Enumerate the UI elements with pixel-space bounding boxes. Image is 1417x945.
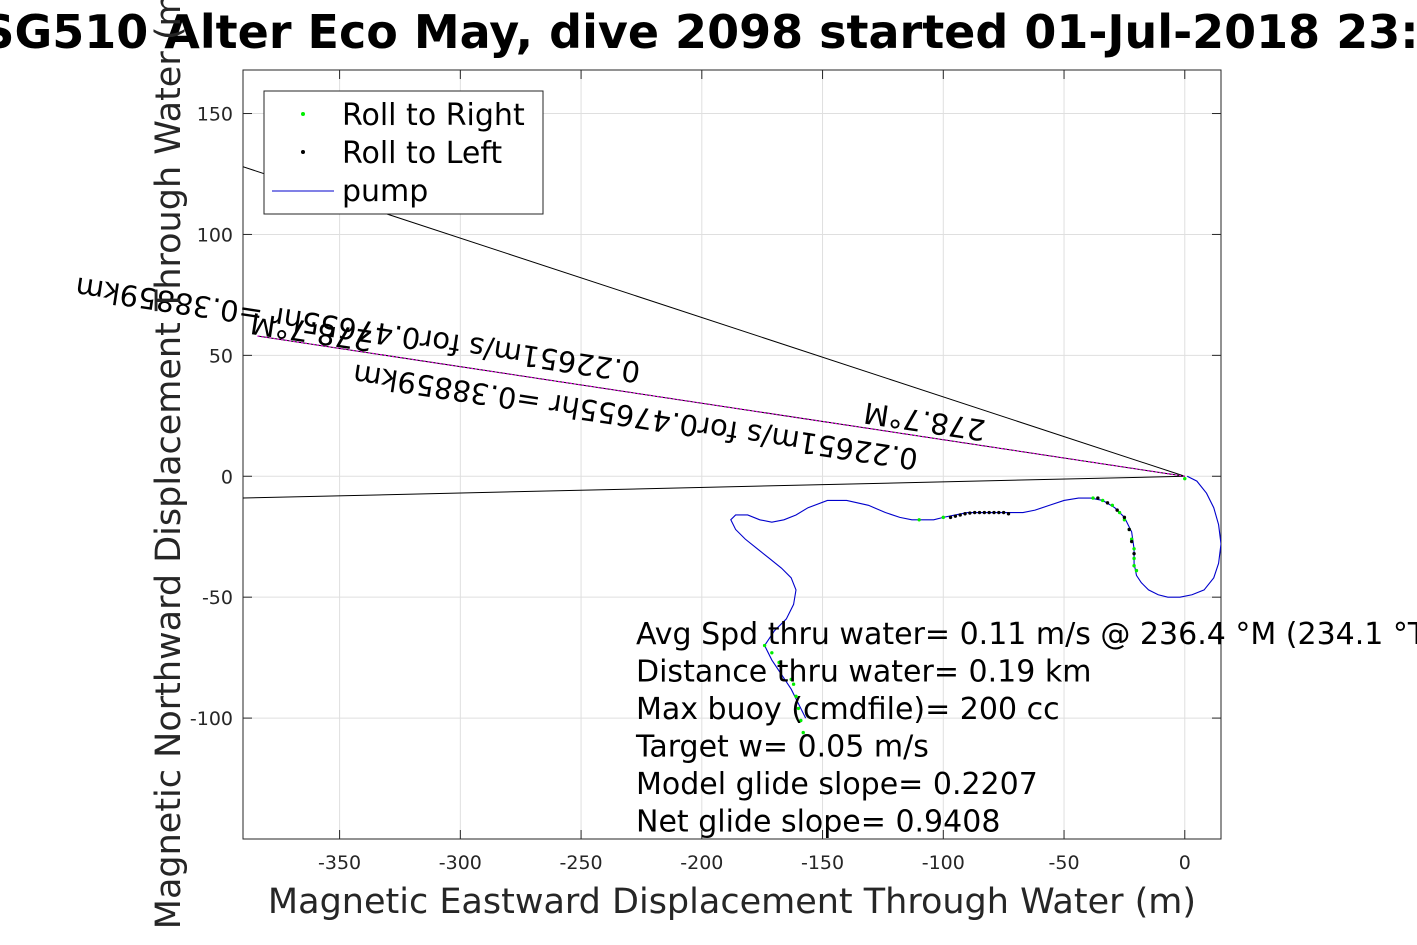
point-roll-to-right bbox=[801, 730, 805, 735]
x-tick-label: -150 bbox=[801, 852, 844, 874]
y-tick-label: 0 bbox=[221, 466, 233, 488]
x-tick-label: -50 bbox=[1049, 852, 1080, 874]
point-roll-to-left bbox=[1122, 515, 1127, 520]
axis-ticks: -350 -300 -250 -200 -150 -100 -50 0 -100 -50 0 50 10… bbox=[190, 70, 1221, 874]
point-roll-to-left bbox=[1105, 501, 1110, 505]
point-roll-to-right bbox=[1132, 564, 1136, 568]
x-tick-label: -200 bbox=[680, 852, 723, 874]
point-roll-to-left bbox=[1096, 496, 1100, 500]
point-roll-to-right bbox=[796, 706, 801, 711]
legend-marker-roll-left bbox=[301, 150, 305, 154]
legend-label-roll-right: Roll to Right bbox=[342, 98, 525, 133]
annotation-line: Distance thru water= 0.19 km bbox=[636, 655, 1091, 690]
annotation-line: Net glide slope= 0.9408 bbox=[636, 805, 1000, 840]
grid bbox=[243, 70, 1221, 839]
point-roll-to-left bbox=[958, 513, 962, 517]
annotation-line: Avg Spd thru water= 0.11 m/s @ 236.4 °M … bbox=[636, 617, 1417, 652]
y-tick-label: 100 bbox=[197, 224, 233, 246]
point-roll-to-right bbox=[770, 651, 774, 655]
point-roll-to-right bbox=[762, 643, 767, 648]
legend-label-pump: pump bbox=[342, 174, 428, 209]
y-tick-label: -100 bbox=[190, 708, 233, 730]
x-tick-label: 0 bbox=[1179, 852, 1191, 874]
point-roll-to-left bbox=[968, 511, 972, 515]
point-roll-to-right bbox=[1132, 547, 1136, 551]
y-tick-label: 50 bbox=[209, 345, 233, 367]
point-roll-to-right bbox=[1117, 510, 1122, 515]
point-roll-to-left bbox=[1129, 539, 1134, 544]
reference-line-0 bbox=[243, 475, 1185, 499]
point-roll-to-left bbox=[1001, 510, 1006, 515]
point-roll-to-left bbox=[987, 510, 991, 515]
point-roll-to-left bbox=[948, 515, 953, 520]
plot-area bbox=[242, 69, 1222, 840]
point-roll-to-right bbox=[1132, 556, 1136, 561]
point-roll-to-right bbox=[791, 682, 796, 686]
reference-line-3 bbox=[257, 335, 1185, 477]
point-roll-to-left bbox=[972, 510, 977, 515]
reference-lines bbox=[243, 166, 1185, 499]
y-tick-label: -50 bbox=[202, 587, 233, 609]
annotation-line: Model glide slope= 0.2207 bbox=[636, 767, 1038, 802]
x-tick-label: -300 bbox=[439, 852, 482, 874]
reference-line-1 bbox=[243, 166, 1185, 477]
point-roll-to-left bbox=[953, 514, 958, 518]
point-roll-to-left bbox=[1115, 508, 1119, 512]
x-tick-label: -350 bbox=[318, 852, 361, 874]
annotation-line: Max buoy (cmdfile)= 200 cc bbox=[636, 692, 1060, 727]
chart-title: SG510 Alter Eco May, dive 2098 started 0… bbox=[0, 5, 1417, 59]
rotated-labels: 278.7°M0.22651m/s for0.47655hr =0.38859k… bbox=[73, 270, 988, 476]
point-roll-to-right bbox=[794, 694, 798, 699]
legend-marker-roll-right bbox=[301, 112, 305, 116]
point-roll-to-left bbox=[1006, 512, 1011, 516]
point-roll-to-right bbox=[799, 718, 803, 723]
point-roll-to-right bbox=[941, 515, 945, 520]
legend-label-roll-left: Roll to Left bbox=[342, 136, 502, 171]
point-roll-to-right bbox=[1129, 537, 1134, 541]
point-roll-to-right bbox=[789, 677, 793, 682]
y-tick-label: 150 bbox=[197, 104, 233, 126]
point-roll-to-right bbox=[1183, 476, 1187, 481]
y-axis-label: Magnetic Northward Displacement Through … bbox=[149, 0, 189, 929]
x-axis-label: Magnetic Eastward Displacement Through W… bbox=[268, 882, 1196, 922]
point-roll-to-left bbox=[982, 510, 987, 515]
point-roll-to-left bbox=[963, 512, 967, 516]
x-tick-label: -250 bbox=[560, 852, 603, 874]
point-roll-to-left bbox=[977, 510, 982, 515]
point-roll-to-right bbox=[1100, 498, 1105, 503]
point-roll-to-right bbox=[917, 518, 921, 522]
point-roll-to-right bbox=[1091, 496, 1095, 500]
point-roll-to-left bbox=[1132, 551, 1136, 556]
x-tick-label: -100 bbox=[922, 852, 965, 874]
point-roll-to-left bbox=[997, 510, 1001, 515]
legend: Roll to Right Roll to Left pump bbox=[263, 90, 544, 215]
annotation-line: Target w= 0.05 m/s bbox=[635, 730, 929, 765]
point-roll-to-right bbox=[1110, 503, 1115, 507]
point-roll-to-left bbox=[992, 510, 996, 515]
point-roll-to-left bbox=[1127, 527, 1131, 532]
series bbox=[730, 475, 1221, 735]
point-roll-to-right bbox=[1134, 568, 1139, 573]
legend-box bbox=[263, 90, 544, 215]
annotation-block: Avg Spd thru water= 0.11 m/s @ 236.4 °M … bbox=[635, 617, 1417, 840]
point-roll-to-right bbox=[1122, 518, 1127, 522]
point-roll-to-right bbox=[777, 660, 781, 665]
